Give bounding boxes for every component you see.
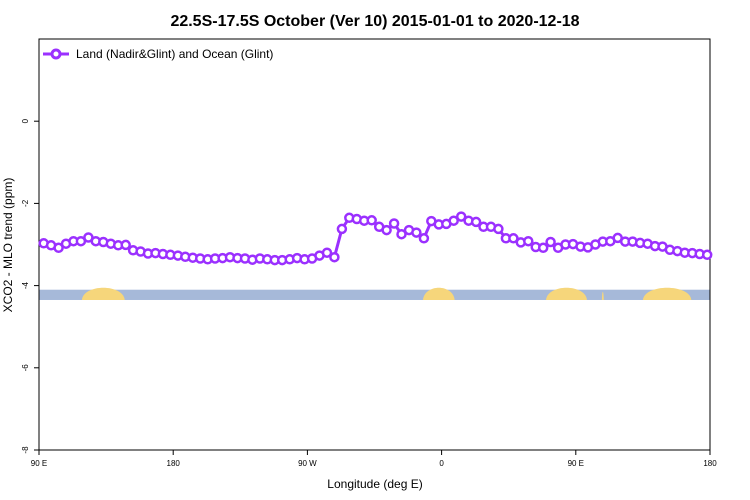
- data-point-0-58: [470, 216, 482, 228]
- y-tick-label-2: -4: [21, 281, 30, 289]
- data-point-0-2: [53, 242, 64, 254]
- series-layer: [38, 211, 713, 266]
- x-tick-label-3: 0: [439, 459, 444, 468]
- data-point-0-65: [523, 235, 534, 247]
- data-point-0-61: [493, 223, 504, 235]
- land-segment-2: [545, 287, 587, 300]
- x-tick-label-1: 180: [167, 459, 181, 468]
- land-segment-4: [642, 287, 692, 300]
- legend-marker-swatch: [50, 48, 62, 60]
- data-point-0-11: [120, 239, 131, 251]
- data-point-0-56: [455, 211, 467, 222]
- x-tick-label-0: 90 E: [31, 459, 47, 468]
- data-point-0-47: [388, 218, 400, 229]
- ocean-band: [39, 289, 710, 300]
- land-segment-3: [601, 291, 604, 300]
- data-point-0-46: [381, 224, 392, 236]
- data-point-0-39: [329, 251, 340, 263]
- data-point-0-51: [418, 233, 430, 244]
- data-point-0-40: [336, 223, 348, 235]
- data-point-0-38: [321, 247, 333, 258]
- data-point-0-48: [396, 228, 407, 240]
- legend-label: Land (Nadir&Glint) and Ocean (Glint): [76, 47, 273, 61]
- land-segment-1: [422, 287, 455, 300]
- x-tick-label-5: 180: [703, 459, 717, 468]
- data-point-0-50: [411, 227, 422, 238]
- data-point-0-63: [508, 233, 519, 244]
- y-tick-label-3: -6: [21, 364, 30, 372]
- x-axis-label: Longitude (deg E): [327, 477, 422, 491]
- data-point-0-67: [537, 242, 549, 254]
- data-point-0-55: [448, 215, 459, 226]
- x-tick-label-4: 90 E: [568, 459, 584, 468]
- y-axis-label: XCO2 - MLO trend (ppm): [1, 178, 15, 313]
- y-tick-label-0: 0: [21, 118, 30, 123]
- data-point-0-44: [366, 215, 377, 226]
- legend: Land (Nadir&Glint) and Ocean (Glint): [43, 47, 273, 61]
- x-axis: 90 E 180 90 W 0 90 E 180: [31, 450, 717, 468]
- x-tick-label-2: 90 W: [298, 459, 317, 468]
- chart-title: 22.5S-17.5S October (Ver 10) 2015-01-01 …: [170, 13, 579, 30]
- data-point-0-89: [701, 249, 713, 261]
- land-ocean-band: [39, 287, 710, 300]
- y-tick-label-4: -8: [21, 446, 30, 454]
- land-segment-0: [81, 287, 125, 300]
- data-point-0-68: [545, 236, 556, 248]
- y-axis: 0 -2 -4 -6 -8: [21, 118, 39, 454]
- y-tick-label-1: -2: [21, 199, 30, 207]
